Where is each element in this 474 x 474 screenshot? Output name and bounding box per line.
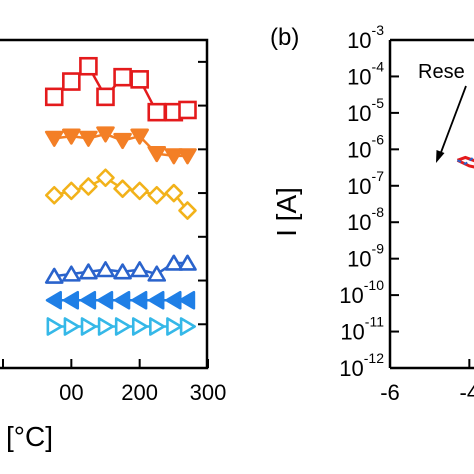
data-point: [62, 181, 81, 201]
x-tick-label: 300: [190, 380, 227, 405]
panel-a-series: [44, 56, 197, 336]
data-point: [179, 290, 196, 310]
annotation-arrow: [436, 85, 467, 163]
y-tick-label: 10-4: [347, 58, 384, 89]
series-6: [46, 317, 196, 336]
data-point: [147, 265, 167, 282]
y-tick-label: 10-6: [347, 131, 384, 162]
data-point: [166, 317, 183, 336]
series-3: [457, 156, 474, 165]
series-5: [45, 290, 196, 310]
data-point: [62, 265, 81, 282]
data-point: [114, 290, 131, 310]
data-point: [44, 267, 64, 284]
y-tick-label: 10-7: [347, 168, 384, 199]
panel-b-series: [456, 155, 474, 169]
series-line: [456, 158, 474, 169]
data-point: [130, 70, 149, 89]
panel-a-tick-labels: 00 200 300: [59, 380, 226, 405]
data-point: [178, 254, 197, 271]
data-point: [164, 148, 184, 165]
y-tick-label: 10-3: [347, 22, 384, 53]
data-point: [79, 290, 97, 310]
panel-b-label: (b): [270, 24, 299, 51]
panel-b-annotation: Rese: [418, 61, 465, 83]
y-tick-label: 10-12: [339, 350, 384, 381]
data-point: [131, 317, 149, 336]
panel-a-ticks: [2, 60, 209, 368]
data-point: [147, 185, 167, 205]
data-point: [178, 148, 197, 165]
y-tick-label: 10-9: [347, 241, 384, 272]
panel-b-y-axis-label: I [A]: [271, 187, 302, 237]
panel-a: 00 200 300 [°C]: [0, 38, 226, 452]
data-point: [44, 185, 64, 205]
data-point: [149, 317, 166, 336]
data-point: [96, 261, 115, 278]
panel-b-tick-labels: 10-12 10-11 10-10 10-9 10-8 10-7 10-6 10-5 10-4 1…: [339, 22, 474, 405]
data-point: [113, 179, 132, 198]
panel-a-x-axis-label: [°C]: [6, 421, 53, 452]
data-point: [178, 100, 197, 120]
x-tick-label: -4: [460, 380, 474, 405]
data-point: [130, 261, 149, 278]
panel-b-ticks: [389, 39, 471, 369]
series-2: [44, 126, 197, 165]
data-point: [148, 290, 165, 310]
data-point: [63, 317, 80, 336]
data-point: [62, 290, 80, 310]
y-tick-label: 10-5: [347, 95, 384, 126]
y-tick-label: 10-10: [339, 277, 384, 308]
data-point: [147, 102, 167, 122]
data-point: [164, 254, 184, 271]
data-point: [114, 317, 132, 336]
data-point: [96, 87, 115, 107]
data-point: [130, 128, 149, 145]
data-point: [79, 177, 98, 196]
series-3: [44, 168, 197, 220]
series-2: [456, 158, 474, 169]
y-tick-label: 10-11: [340, 314, 384, 345]
data-point: [113, 263, 132, 280]
data-point: [80, 317, 97, 336]
series-1: [44, 56, 197, 122]
data-point: [113, 67, 132, 87]
data-point: [97, 317, 114, 336]
data-point: [62, 72, 81, 91]
series-line: [457, 156, 474, 165]
y-tick-label: 10-8: [347, 204, 384, 235]
x-tick-label: 200: [121, 380, 158, 405]
data-point: [113, 132, 132, 150]
series-4: [44, 254, 197, 284]
data-point: [179, 317, 196, 336]
panel-b: (b) 10-1210-1110-1010-910-810-710-610-51…: [270, 22, 474, 405]
x-tick-label: 00: [59, 380, 83, 405]
data-point: [79, 263, 98, 280]
data-point: [165, 290, 182, 310]
data-point: [147, 146, 167, 163]
data-point: [97, 290, 114, 310]
data-point: [46, 317, 63, 336]
data-point: [131, 290, 148, 310]
data-point: [45, 290, 62, 310]
data-point: [178, 201, 197, 220]
series-line: [456, 155, 474, 163]
data-point: [96, 126, 115, 143]
data-point: [130, 181, 149, 201]
data-point: [79, 130, 98, 147]
data-point: [164, 183, 184, 203]
data-point: [79, 56, 98, 76]
data-point: [44, 130, 64, 147]
data-point: [96, 168, 115, 188]
panel-a-frame: [0, 38, 209, 370]
series-1: [456, 155, 474, 163]
data-point: [44, 87, 64, 107]
x-tick-label: -6: [380, 380, 400, 405]
data-point: [62, 128, 81, 145]
